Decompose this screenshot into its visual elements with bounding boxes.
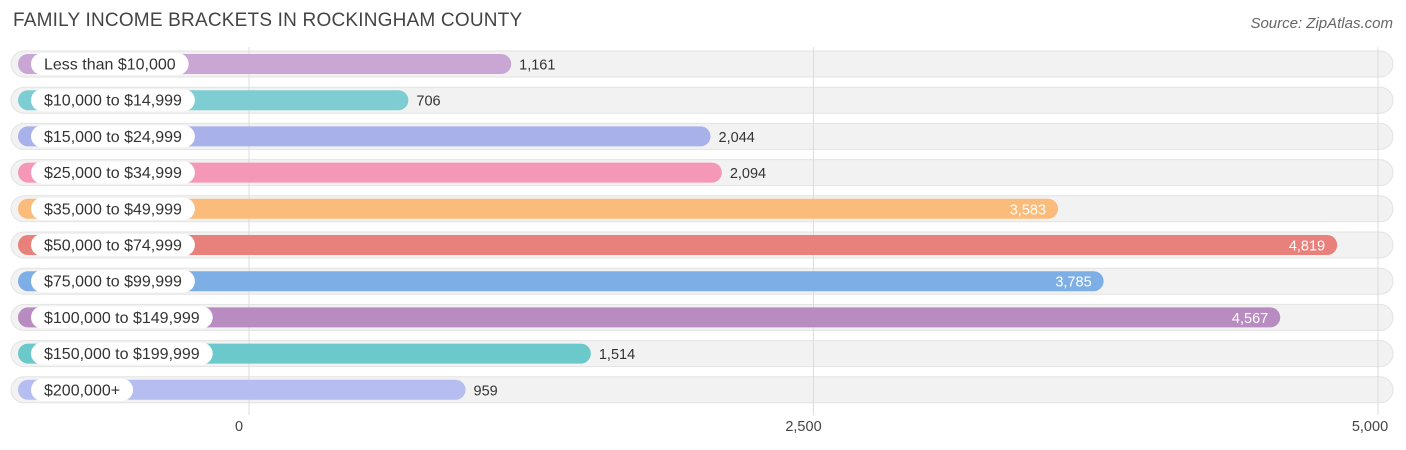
value-label: 3,785 (1055, 275, 1091, 291)
category-pill (31, 161, 195, 184)
bar (18, 271, 1104, 292)
value-label: 3,583 (1010, 202, 1046, 218)
category-label: $10,000 to $14,999 (44, 93, 182, 110)
value-label: 4,819 (1289, 239, 1325, 255)
category-label: $100,000 to $149,999 (44, 310, 200, 327)
category-pill (31, 125, 195, 148)
bar (18, 307, 1281, 328)
category-label: Less than $10,000 (44, 57, 176, 74)
category-pill (31, 89, 195, 112)
category-label: $150,000 to $199,999 (44, 346, 200, 363)
category-label: $200,000+ (44, 382, 120, 399)
category-label: $50,000 to $74,999 (44, 238, 182, 255)
category-pill (31, 378, 134, 401)
category-pill (31, 306, 213, 329)
value-label: 1,514 (599, 347, 635, 363)
category-pill (31, 270, 195, 293)
chart-title: FAMILY INCOME BRACKETS IN ROCKINGHAM COU… (13, 10, 523, 31)
category-label: $35,000 to $49,999 (44, 201, 182, 218)
value-label: 4,567 (1232, 311, 1268, 327)
value-label: 959 (474, 383, 498, 399)
x-tick-label: 2,500 (785, 419, 821, 435)
category-pill (31, 197, 195, 220)
category-label: $75,000 to $99,999 (44, 274, 182, 291)
bar (18, 162, 722, 183)
bar (18, 235, 1338, 255)
value-label: 2,044 (719, 130, 755, 146)
value-label: 706 (416, 94, 440, 110)
value-label: 1,161 (519, 58, 555, 74)
x-tick-label: 5,000 (1352, 419, 1388, 435)
source-label: Source: ZipAtlas.com (1250, 15, 1393, 32)
category-pill (31, 234, 195, 256)
category-pill (31, 53, 189, 75)
category-pill (31, 342, 213, 365)
value-label: 2,094 (730, 166, 766, 182)
category-label: $15,000 to $24,999 (44, 129, 182, 146)
bar (18, 198, 1059, 219)
x-tick-label: 0 (235, 419, 243, 435)
category-label: $25,000 to $34,999 (44, 165, 182, 182)
